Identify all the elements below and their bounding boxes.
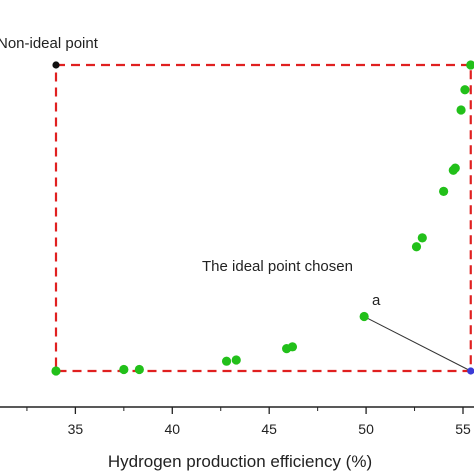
data-point-10 [439,186,449,196]
x-tick-label-40: 40 [164,421,180,437]
data-point-8 [411,242,422,252]
data-points [51,60,474,376]
non-ideal-annotation: Non-ideal point [0,35,99,52]
bounding-box [54,63,472,373]
data-point-2 [134,364,144,375]
data-point-6 [287,342,298,352]
data-point-3 [221,356,232,366]
point-a-annotation: a [372,292,381,309]
ideal-point [467,367,474,375]
data-point-7 [359,311,369,322]
x-tick-label-45: 45 [261,421,277,437]
x-axis-label: Hydrogen production efficiency (%) [108,452,372,471]
data-point-12 [450,163,460,173]
data-point-0 [51,366,61,376]
ideal-annotation: The ideal point chosen [202,258,353,275]
non-ideal-point [52,61,60,69]
dashed-box-rect [54,63,472,373]
data-point-15 [466,60,474,70]
connector-segment [363,316,471,372]
x-tick-label-55: 55 [455,421,471,437]
special-points [52,61,474,375]
data-point-4 [231,355,241,365]
x-tick-label-35: 35 [68,421,84,437]
x-tick-label-50: 50 [358,421,374,437]
data-point-9 [417,233,427,243]
connector-line [363,316,471,372]
data-point-1 [119,364,129,375]
x-axis-ticks: 35 40 45 50 55 [26,407,471,437]
data-point-13 [456,105,466,115]
data-point-14 [460,85,470,95]
